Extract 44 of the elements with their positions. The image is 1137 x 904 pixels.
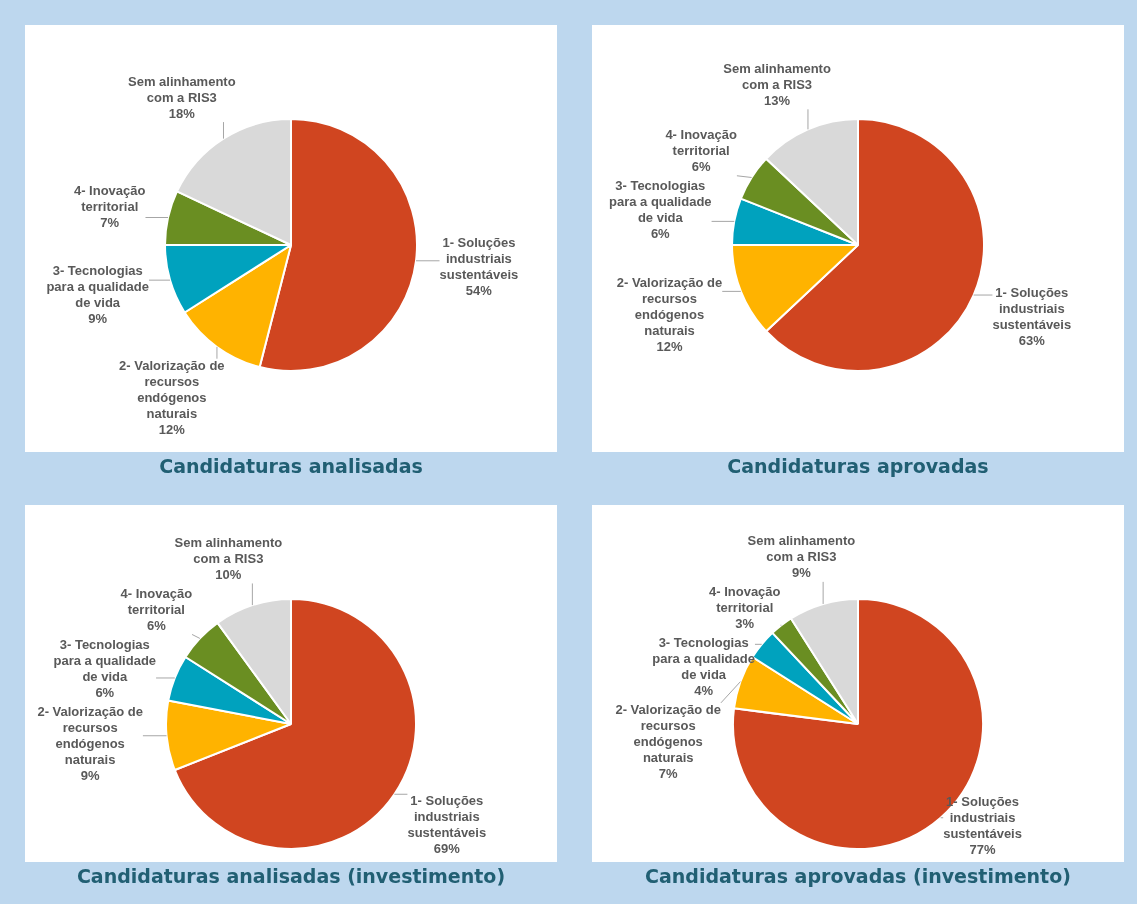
data-label: 12% bbox=[158, 422, 186, 438]
data-label: 77% bbox=[969, 841, 997, 857]
data-label: 7% bbox=[658, 766, 679, 782]
text: Candidaturas aprovadas (investimento) bbox=[645, 865, 1071, 889]
data-label: 54% bbox=[465, 283, 493, 299]
slice-label: Sem alinhamento com a RIS3 bbox=[127, 73, 236, 105]
slice-label: 1- Soluções industriais sustentáveis bbox=[439, 235, 519, 283]
data-label: 6% bbox=[146, 618, 167, 634]
data-label: 4% bbox=[694, 683, 714, 699]
text: Candidaturas analisadas (investimento) bbox=[76, 865, 506, 889]
slice-label: 3- Tecnologias para a qualidade de vida bbox=[652, 635, 755, 683]
slice-label: 4- Inovação territorial bbox=[708, 584, 781, 616]
data-label: 63% bbox=[1018, 332, 1046, 348]
slice-label: Sem alinhamento com a RIS3 bbox=[174, 535, 283, 567]
data-label: 18% bbox=[168, 105, 196, 121]
data-label: 3% bbox=[735, 616, 755, 632]
slice-label: 3- Tecnologias para a qualidade de vida bbox=[46, 263, 149, 311]
data-label: 9% bbox=[80, 768, 100, 784]
slice-label: 4- Inovação territorial bbox=[665, 127, 737, 159]
data-label: 10% bbox=[215, 567, 242, 583]
slice-label: 2- Valorização de recursos endógenos naturais bbox=[119, 358, 225, 422]
data-label: 6% bbox=[95, 685, 115, 701]
slice-label: 4- Inovação territorial bbox=[73, 182, 146, 214]
text: Candidaturas aprovadas bbox=[727, 455, 989, 479]
data-label: 9% bbox=[792, 565, 812, 581]
data-label: 69% bbox=[433, 841, 461, 857]
data-label: 6% bbox=[691, 159, 711, 175]
slice-label: 2- Valorização de recursos endógenos naturais bbox=[37, 704, 143, 768]
text: Candidaturas analisadas bbox=[159, 455, 423, 479]
data-label: 6% bbox=[650, 226, 671, 242]
data-label: 7% bbox=[100, 214, 120, 230]
slice-label: 1- Soluções industriais sustentáveis bbox=[407, 793, 487, 841]
data-label: 9% bbox=[88, 311, 108, 327]
slice-label: Sem alinhamento com a RIS3 bbox=[723, 60, 831, 92]
slice-label: 1- Soluções industriais sustentáveis bbox=[943, 793, 1022, 841]
slice-label: 3- Tecnologias para a qualidade de vida bbox=[53, 637, 157, 685]
data-label: 13% bbox=[764, 92, 791, 108]
slice-label: 4- Inovação territorial bbox=[120, 586, 193, 618]
slice-label: Sem alinhamento com a RIS3 bbox=[747, 533, 856, 565]
slice-label: 3- Tecnologias para a qualidade de vida bbox=[608, 178, 712, 226]
slice-label: 1- Soluções industriais sustentáveis bbox=[992, 284, 1072, 332]
slice-label: 2- Valorização de recursos endógenos naturais bbox=[615, 702, 721, 766]
data-label: 12% bbox=[656, 338, 683, 354]
slice-label: 2- Valorização de recursos endógenos naturais bbox=[616, 274, 723, 338]
